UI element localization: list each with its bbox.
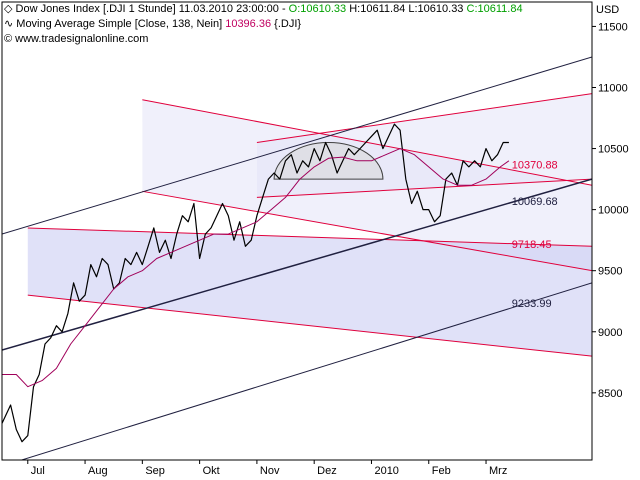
indicator-suffix: {.DJI} — [271, 18, 302, 30]
header-line-1: ◇ Dow Jones Index [.DJI 1 Stunde] 11.03.… — [4, 3, 523, 16]
indicator-icon: ∿ — [4, 18, 17, 30]
x-tick-label-7: Feb — [432, 465, 451, 477]
y-tick-label-11500: 11500 — [598, 21, 628, 33]
indicator-title: Moving Average Simple [Close, 138, Nein] — [16, 18, 226, 30]
channel-value-label-0: 10370.88 — [512, 159, 558, 171]
x-tick-label-1: Aug — [88, 465, 108, 477]
trend-line-2 — [19, 282, 592, 460]
open-value: O:10610.33 — [288, 3, 347, 15]
channel-value-label-2: 9718.45 — [512, 239, 552, 251]
plot-frame — [1, 1, 593, 461]
instrument-title: Dow Jones Index [.DJI 1 Stunde] 11.03.20… — [15, 3, 289, 15]
instrument-icon: ◇ — [4, 3, 16, 15]
trend-line-0 — [2, 56, 592, 235]
channel-shade-2 — [27, 227, 592, 357]
x-tick-label-2: Sep — [145, 465, 165, 477]
y-tick-label-11000: 11000 — [598, 82, 628, 94]
y-axis-unit: USD — [596, 4, 619, 16]
high-value: H:10611.84 — [349, 3, 406, 15]
low-value: L:10610.33 — [408, 3, 464, 15]
copyright-text: © www.tradesignalonline.com — [4, 33, 149, 45]
arc-shape — [273, 141, 384, 180]
moving-average-line — [2, 148, 510, 388]
channel-2-upper-line — [27, 227, 592, 247]
y-tick-label-10000: 10000 — [598, 205, 629, 217]
channel-0-upper-line — [256, 93, 592, 143]
x-tick-label-4: Nov — [260, 465, 280, 477]
channel-value-label-3: 9233.99 — [512, 298, 552, 310]
price-line — [1, 123, 509, 443]
channel-2-lower-line — [27, 294, 592, 357]
channel-1-upper-line — [142, 99, 592, 186]
y-tick-label-8500: 8500 — [598, 388, 622, 400]
header-line-2: ∿ Moving Average Simple [Close, 138, Nei… — [4, 18, 301, 31]
channel-1-lower-line — [142, 190, 592, 272]
x-tick-label-8: Mrz — [489, 465, 507, 477]
x-tick-label-6: 2010 — [374, 465, 398, 477]
trend-line-1 — [2, 178, 592, 351]
y-tick-label-9000: 9000 — [598, 327, 622, 339]
y-tick-label-9500: 9500 — [598, 266, 622, 278]
x-tick-label-5: Dez — [317, 465, 337, 477]
x-tick-label-3: Okt — [203, 465, 220, 477]
channel-0-lower-line — [256, 178, 592, 198]
channel-shade-1 — [142, 99, 592, 271]
channel-value-label-1: 10069.68 — [512, 196, 558, 208]
y-tick-label-10500: 10500 — [598, 144, 629, 156]
ma-value: 10396.36 — [225, 18, 272, 30]
x-tick-label-0: Jul — [31, 465, 45, 477]
close-value: C:10611.84 — [466, 3, 523, 15]
